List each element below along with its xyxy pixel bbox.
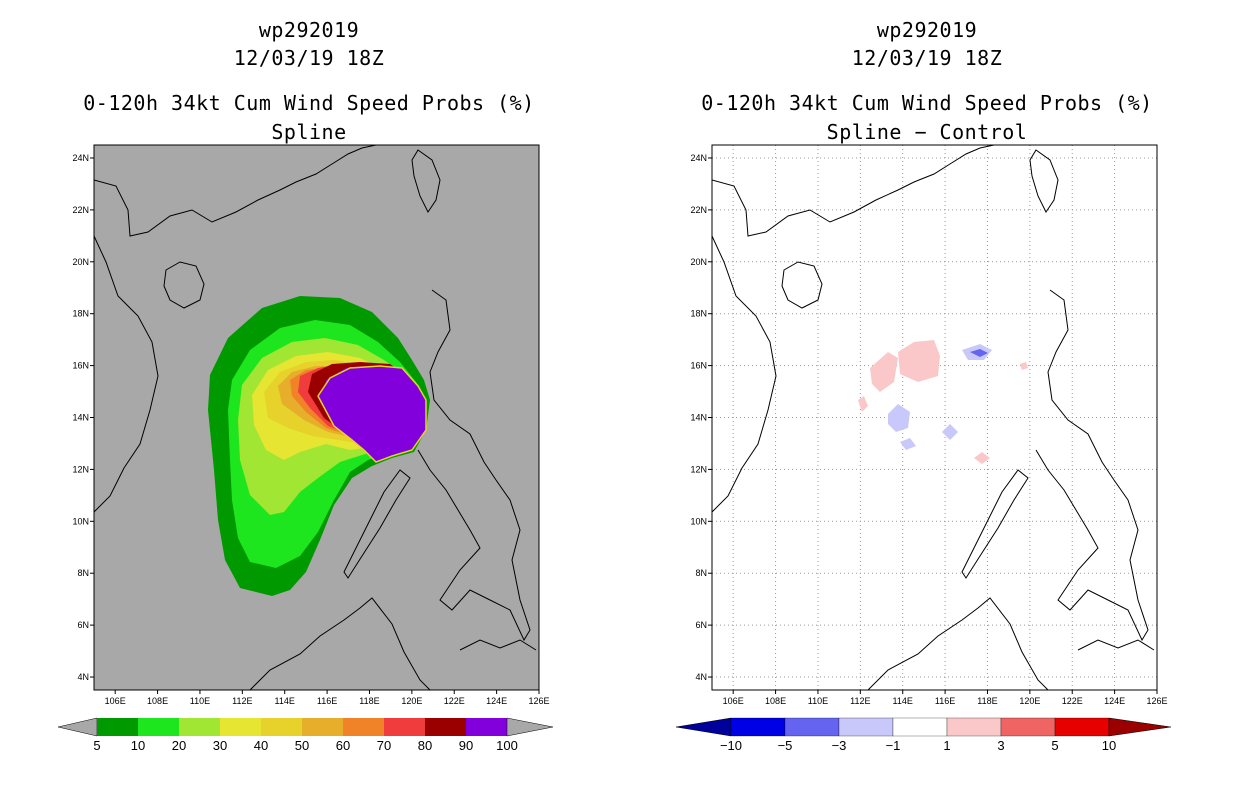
colorbar-label: 5: [1051, 738, 1058, 753]
colorbar-arrow-left: [676, 718, 731, 736]
colorbar-swatch: [1055, 718, 1109, 736]
lat-label: 14N: [690, 413, 707, 423]
lat-label: 6N: [695, 620, 707, 630]
panel-difference: wp292019 12/03/19 18Z 0-120h 34kt Cum Wi…: [618, 0, 1236, 800]
lat-label: 4N: [77, 672, 89, 682]
colorbar-swatch: [785, 718, 839, 736]
lat-label: 6N: [77, 620, 89, 630]
lat-axis: 24N 22N 20N 18N 16N 14N 12N 10N 8N 6N 4N: [72, 153, 94, 682]
lon-label: 106E: [723, 696, 744, 706]
lon-label: 112E: [850, 696, 870, 706]
colorbar-swatch: [343, 718, 384, 736]
colorbar-swatch: [425, 718, 466, 736]
lon-axis: 106E 108E 110E 112E 114E 116E 118E 120E 122E 124E…: [105, 690, 550, 706]
lon-label: 124E: [1104, 696, 1125, 706]
colorbar-swatch: [138, 718, 179, 736]
lat-label: 10N: [72, 516, 89, 526]
lon-label: 118E: [359, 696, 379, 706]
lat-label: 24N: [72, 153, 89, 163]
lat-label: 18N: [72, 309, 89, 319]
colorbar-spline: 5 10 20 30 40 50 60 70 80 90 100: [58, 718, 553, 753]
lon-label: 116E: [935, 696, 955, 706]
lat-label: 12N: [72, 464, 89, 474]
lon-label: 122E: [444, 696, 465, 706]
colorbar-label: 90: [459, 738, 473, 753]
colorbar-label: −10: [720, 738, 742, 753]
colorbar-label: 70: [377, 738, 391, 753]
colorbar-label: 50: [295, 738, 309, 753]
colorbar-swatch: [947, 718, 1001, 736]
lon-label: 110E: [808, 696, 828, 706]
lat-label: 20N: [690, 257, 707, 267]
lat-label: 16N: [690, 361, 707, 371]
lon-label: 122E: [1062, 696, 1083, 706]
colorbar-swatch: [839, 718, 893, 736]
lon-label: 116E: [317, 696, 337, 706]
panel-spline: wp292019 12/03/19 18Z 0-120h 34kt Cum Wi…: [0, 0, 618, 800]
lat-label: 8N: [695, 568, 707, 578]
lon-label: 112E: [232, 696, 252, 706]
colorbar-swatch: [261, 718, 302, 736]
colorbar-swatch: [1001, 718, 1055, 736]
colorbar-label: 60: [336, 738, 350, 753]
colorbar-arrow-left: [58, 718, 97, 736]
lat-label: 14N: [72, 413, 89, 423]
lon-label: 126E: [1146, 696, 1167, 706]
lon-label: 124E: [486, 696, 507, 706]
colorbar-swatch: [466, 718, 507, 736]
lon-label: 126E: [528, 696, 549, 706]
colorbar-label: 40: [254, 738, 268, 753]
lat-label: 10N: [690, 516, 707, 526]
lon-label: 110E: [190, 696, 210, 706]
lat-label: 22N: [72, 205, 89, 215]
lon-label: 120E: [401, 696, 422, 706]
colorbar-label: 80: [418, 738, 432, 753]
lat-label: 20N: [72, 257, 89, 267]
lon-label: 108E: [765, 696, 786, 706]
colorbar-difference: −10 −5 −3 −1 1 3 5 10: [676, 718, 1171, 753]
lat-label: 18N: [690, 309, 707, 319]
colorbar-swatch: [893, 718, 947, 736]
colorbar-swatch: [97, 718, 138, 736]
lon-label: 118E: [977, 696, 997, 706]
colorbar-label: 10: [131, 738, 145, 753]
colorbar-label: −3: [832, 738, 847, 753]
lon-label: 114E: [275, 696, 295, 706]
lat-label: 24N: [690, 153, 707, 163]
colorbar-swatch: [731, 718, 785, 736]
colorbar-arrow-right: [1109, 718, 1171, 736]
colorbar-arrow-right: [507, 718, 553, 736]
colorbar-label: 30: [213, 738, 227, 753]
colorbar-label: 5: [93, 738, 100, 753]
lat-label: 22N: [690, 205, 707, 215]
colorbar-swatch: [384, 718, 425, 736]
colorbar-label: 100: [496, 738, 518, 753]
colorbar-label: 20: [172, 738, 186, 753]
colorbar-swatch: [302, 718, 343, 736]
colorbar-label: 1: [943, 738, 950, 753]
colorbar-swatch: [220, 718, 261, 736]
lon-label: 120E: [1019, 696, 1040, 706]
lon-label: 106E: [105, 696, 126, 706]
lat-label: 16N: [72, 361, 89, 371]
colorbar-label: −1: [886, 738, 901, 753]
lat-label: 8N: [77, 568, 89, 578]
colorbar-label: −5: [778, 738, 793, 753]
colorbar-label: 3: [997, 738, 1004, 753]
lon-label: 114E: [893, 696, 913, 706]
lon-label: 108E: [147, 696, 168, 706]
lat-axis: 24N 22N 20N 18N 16N 14N 12N 10N 8N 6N 4N: [690, 153, 712, 682]
colorbar-label: 10: [1102, 738, 1116, 753]
map-background: [712, 145, 1157, 690]
colorbar-swatch: [179, 718, 220, 736]
lat-label: 4N: [695, 672, 707, 682]
lon-axis: 106E 108E 110E 112E 114E 116E 118E 120E 122E 124E…: [723, 690, 1168, 706]
lat-label: 12N: [690, 464, 707, 474]
